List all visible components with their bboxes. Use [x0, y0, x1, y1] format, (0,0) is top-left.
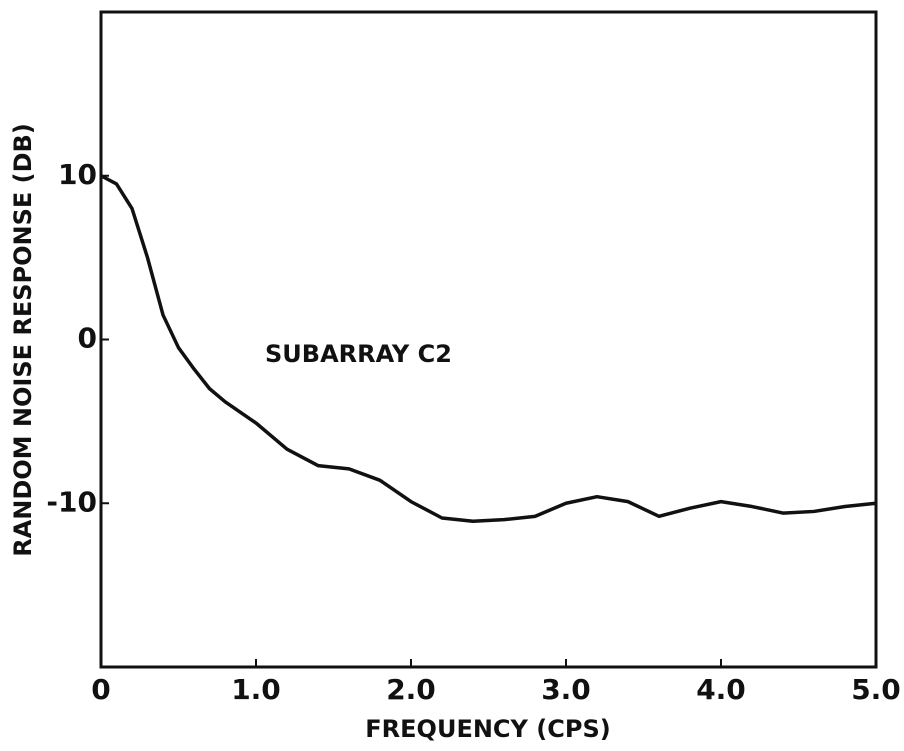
annotation: SUBARRAY C2 [265, 340, 452, 368]
x-tick-label: 3.0 [541, 673, 591, 706]
x-tick-label: 5.0 [851, 673, 901, 706]
plot-frame [99, 10, 878, 669]
y-tick-label: 0 [78, 322, 97, 355]
y-tick-label: -10 [46, 485, 97, 518]
x-tick-label: 2.0 [386, 673, 436, 706]
x-axis-label: FREQUENCY (CPS) [365, 715, 610, 743]
line-series [100, 174, 877, 524]
y-axis-label: RANDOM NOISE RESPONSE (DB) [9, 123, 37, 557]
x-tick-label: 0 [91, 673, 110, 706]
y-tick-label: 10 [58, 158, 97, 191]
x-tick-label: 1.0 [231, 673, 281, 706]
x-tick-label: 4.0 [696, 673, 746, 706]
